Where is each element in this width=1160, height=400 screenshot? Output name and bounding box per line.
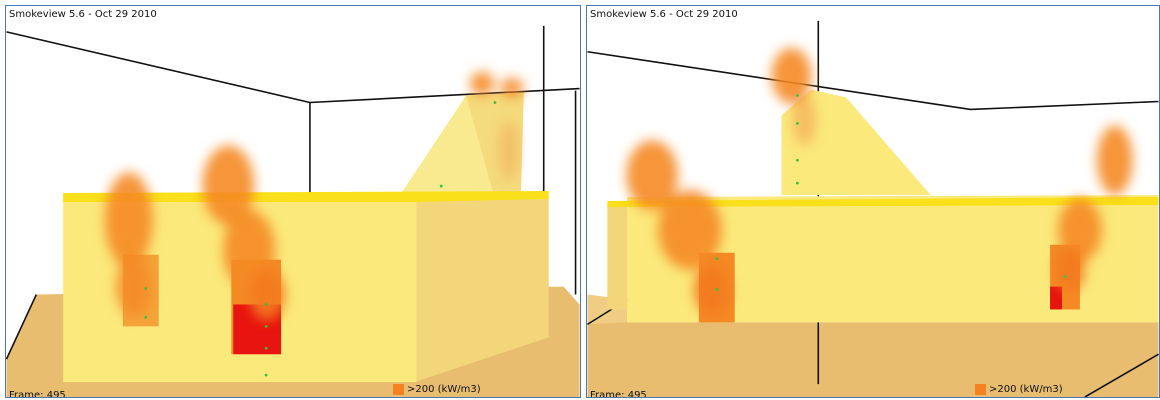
legend-label: >200 (kW/m3) [989, 384, 1063, 395]
legend-swatch [975, 384, 986, 395]
window-right-fire-red [1050, 286, 1063, 310]
colorbar-legend: >200 (kW/m3) [393, 384, 481, 395]
viewer-title: Smokeview 5.6 - Oct 29 2010 [9, 9, 157, 20]
building-front-wall-shade [607, 202, 628, 310]
frame-label: Frame: 495 [590, 390, 647, 398]
sensor-dots [715, 94, 1067, 291]
floor-plane [587, 304, 1159, 397]
legend-swatch [393, 384, 404, 395]
building-front-wall [627, 195, 1159, 323]
legend-label: >200 (kW/m3) [407, 384, 481, 395]
scene-canvas-right[interactable] [587, 6, 1159, 397]
building-side-wall [414, 195, 549, 383]
viewer-title: Smokeview 5.6 - Oct 29 2010 [590, 9, 738, 20]
scene-canvas-left[interactable] [6, 6, 580, 397]
frame-label: Frame: 495 [9, 390, 66, 398]
roof-edge [607, 197, 1159, 207]
room-wireframe [6, 25, 580, 360]
back-inclined-wall [781, 89, 931, 196]
colorbar-legend: >200 (kW/m3) [975, 384, 1063, 395]
fire-plumes [626, 47, 1133, 315]
smokeview-viewport-left[interactable]: Smokeview 5.6 - Oct 29 2010 Frame: 495 >… [5, 5, 581, 398]
smokeview-viewport-right[interactable]: Smokeview 5.6 - Oct 29 2010 Frame: 495 >… [586, 5, 1160, 398]
roof-edge [63, 191, 549, 202]
fire-plumes [104, 71, 524, 321]
sensor-dots [144, 101, 497, 377]
